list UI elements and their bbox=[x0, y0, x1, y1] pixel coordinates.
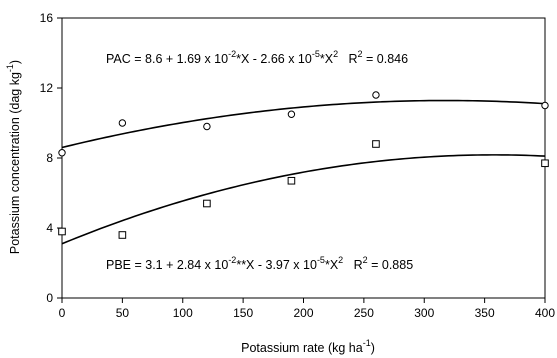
data-point-circle bbox=[203, 122, 211, 131]
x-tick-label: 250 bbox=[354, 306, 374, 320]
x-tick-label: 200 bbox=[293, 306, 313, 320]
data-point-circle bbox=[58, 149, 66, 157]
data-point-square bbox=[287, 176, 296, 185]
data-point-square bbox=[118, 231, 127, 239]
x-tick-label: 400 bbox=[535, 306, 555, 320]
fit-curves bbox=[61, 99, 546, 245]
data-point-circle bbox=[287, 110, 296, 118]
data-point-square bbox=[203, 199, 211, 208]
x-tick-label: 50 bbox=[116, 306, 130, 320]
data-point-circle bbox=[118, 119, 127, 127]
x-tick-label: 350 bbox=[475, 306, 495, 320]
x-axis-label: Potassium rate (kg ha-1) bbox=[241, 338, 375, 355]
data-points bbox=[58, 91, 549, 239]
y-tick-label: 0 bbox=[46, 291, 53, 305]
data-point-square bbox=[372, 140, 380, 148]
equation-pac: PAC = 8.6 + 1.69 x 10-2*X - 2.66 x 10-5*… bbox=[106, 49, 408, 66]
x-tick-label: 0 bbox=[59, 306, 66, 320]
data-point-square bbox=[58, 227, 66, 236]
y-tick-label: 12 bbox=[40, 81, 54, 95]
fit-curve-1 bbox=[61, 99, 546, 149]
axes: 0 50 100 150 200 250 300 350 400 0 4 8 12 16 bbox=[40, 11, 556, 320]
x-tick-label: 150 bbox=[233, 306, 253, 320]
data-point-circle bbox=[541, 101, 549, 110]
data-point-circle bbox=[372, 91, 380, 99]
y-axis-label: Potassium concentration (dag kg-1) bbox=[5, 60, 22, 254]
equation-pbe: PBE = 3.1 + 2.84 x 10-2**X - 3.97 x 10-5… bbox=[106, 255, 413, 272]
fit-curve-2 bbox=[61, 154, 546, 245]
y-tick-label: 4 bbox=[46, 221, 53, 235]
x-tick-label: 100 bbox=[173, 306, 193, 320]
data-point-square bbox=[541, 159, 549, 168]
x-tick-label: 300 bbox=[414, 306, 434, 320]
y-tick-label: 16 bbox=[40, 11, 54, 25]
y-tick-label: 8 bbox=[46, 151, 53, 165]
